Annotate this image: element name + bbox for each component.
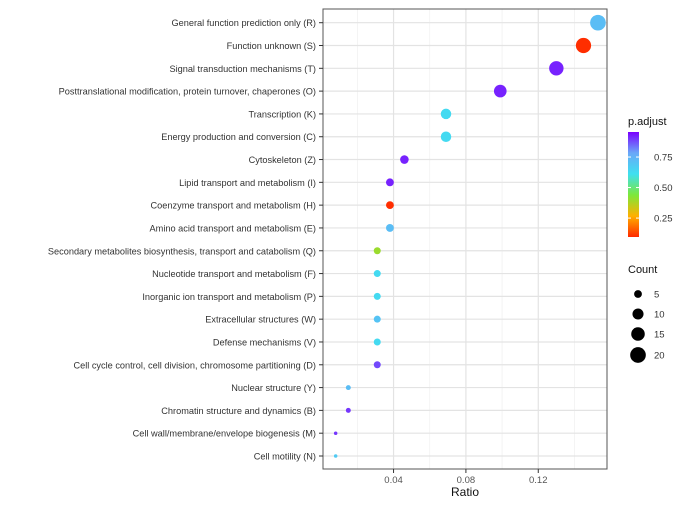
data-point [373, 338, 381, 346]
y-tick-label: Defense mechanisms (V) [213, 337, 316, 347]
y-tick-label: General function prediction only (R) [171, 18, 316, 28]
data-point [373, 270, 381, 278]
data-point [400, 155, 409, 164]
x-tick-label: 0.04 [384, 475, 403, 486]
y-axis-labels: General function prediction only (R) Func… [48, 18, 323, 462]
y-tick-label: Cell wall/membrane/envelope biogenesis (… [133, 429, 316, 439]
data-point [386, 201, 394, 210]
color-legend: p.adjust 0.25 0.50 0.75 [628, 116, 673, 237]
grid-lines [323, 9, 607, 469]
data-point [333, 454, 338, 458]
y-tick-label: Nuclear structure (Y) [231, 383, 316, 393]
color-legend-label: 0.50 [654, 183, 673, 194]
data-point [373, 361, 381, 369]
data-point [440, 108, 452, 120]
y-tick-label: Cell cycle control, cell division, chrom… [73, 360, 316, 370]
panel-background [323, 9, 607, 469]
data-point [373, 247, 381, 255]
color-legend-label: 0.25 [654, 214, 673, 225]
size-legend-label: 15 [654, 330, 665, 341]
size-legend: Count 5 10 15 20 [628, 264, 665, 363]
x-tick-label: 0.12 [529, 475, 548, 486]
data-point [373, 315, 381, 323]
y-tick-label: Posttranslational modification, protein … [59, 87, 316, 97]
y-tick-label: Signal transduction mechanisms (T) [169, 64, 316, 74]
y-tick-label: Extracellular structures (W) [205, 315, 316, 325]
size-legend-dot [634, 290, 642, 298]
x-tick-label: 0.08 [457, 475, 476, 486]
color-legend-label: 0.75 [654, 153, 673, 164]
size-legend-label: 10 [654, 310, 665, 321]
data-point [493, 84, 507, 98]
size-legend-label: 5 [654, 290, 659, 301]
data-point [440, 131, 452, 142]
data-point [590, 14, 606, 31]
data-point [345, 385, 351, 391]
data-point [386, 224, 394, 232]
size-legend-label: 20 [654, 351, 665, 362]
size-legend-dot [631, 327, 645, 341]
data-point [575, 37, 592, 54]
y-tick-label: Amino acid transport and metabolism (E) [150, 223, 316, 233]
size-legend-title: Count [628, 264, 657, 276]
y-tick-label: Secondary metabolites biosynthesis, tran… [48, 246, 316, 256]
data-point [386, 178, 394, 187]
y-tick-label: Coenzyme transport and metabolism (H) [151, 201, 316, 211]
y-tick-label: Cell motility (N) [254, 452, 316, 462]
y-tick-label: Energy production and conversion (C) [161, 132, 316, 142]
size-legend-dot [632, 308, 644, 320]
y-tick-label: Lipid transport and metabolism (I) [179, 178, 316, 188]
color-bar [628, 132, 639, 237]
y-tick-label: Transcription (K) [248, 109, 316, 119]
x-axis-title: Ratio [451, 485, 479, 499]
y-tick-label: Function unknown (S) [227, 41, 316, 51]
x-axis-ticks: 0.04 0.08 0.12 [384, 469, 548, 486]
y-tick-label: Cytoskeleton (Z) [249, 155, 316, 165]
y-tick-label: Nucleotide transport and metabolism (F) [152, 269, 316, 279]
data-points [333, 14, 606, 458]
color-legend-title: p.adjust [628, 116, 667, 128]
size-legend-dot [630, 347, 646, 363]
data-point [373, 292, 381, 300]
panel-border [322, 8, 608, 470]
data-point [549, 61, 564, 76]
y-tick-label: Chromatin structure and dynamics (B) [161, 406, 316, 416]
data-point [333, 431, 338, 435]
y-tick-label: Inorganic ion transport and metabolism (… [142, 292, 316, 302]
data-point [345, 407, 351, 413]
